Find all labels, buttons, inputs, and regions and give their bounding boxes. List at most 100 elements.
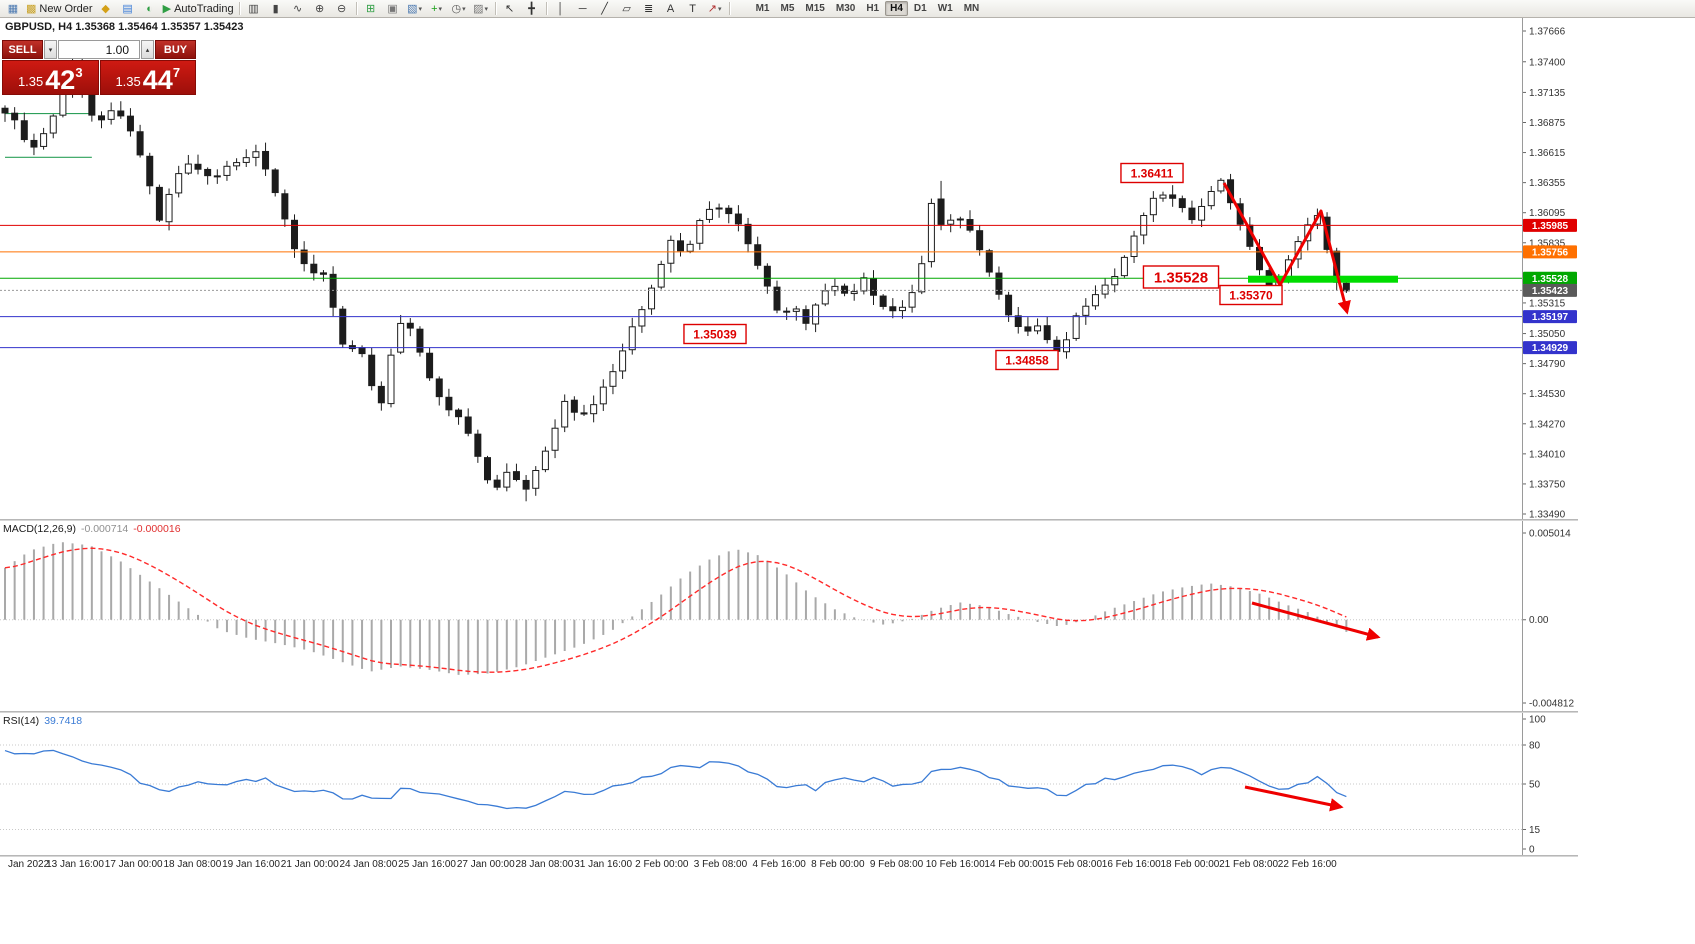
volume-decrease-button[interactable]: ▾	[44, 40, 57, 59]
timeframe-mn[interactable]: MN	[963, 3, 980, 14]
price-callout-box[interactable]	[683, 323, 747, 345]
candle	[493, 479, 501, 488]
cascade-windows-icon[interactable]: ▣	[382, 1, 404, 17]
toolbar-separator	[238, 2, 240, 15]
macd-main-value: -0.000714	[80, 523, 129, 535]
timeframe-w1[interactable]: W1	[937, 3, 953, 14]
chevron-down-icon: ▾	[418, 5, 423, 13]
navigator-icon[interactable]: ◐	[139, 1, 161, 17]
buy-price-button[interactable]: 1.35 44 7	[99, 60, 196, 95]
horizontal-line-icon[interactable]: ─	[572, 1, 594, 17]
zoom-in-icon[interactable]: ⊕	[309, 1, 331, 17]
chevron-down-icon: ▾	[48, 46, 53, 54]
mql5-market-icon[interactable]: ◆	[95, 1, 117, 17]
candle	[1091, 294, 1099, 307]
candle	[763, 265, 771, 287]
candle	[1111, 276, 1119, 286]
candle	[532, 470, 540, 489]
price-callout-box[interactable]	[1142, 265, 1220, 289]
indicators-icon[interactable]: + ▾	[426, 1, 448, 17]
price-chart[interactable]: 1.36411 1.35528 1.35370 1.35039 1.34858 1.376…	[0, 18, 1578, 519]
bar-chart-type-icon[interactable]: ▥	[243, 1, 265, 17]
timeframe-h4[interactable]: H4	[885, 1, 908, 16]
candle	[995, 272, 1003, 295]
vertical-line-icon[interactable]: │	[550, 1, 572, 17]
price-axis[interactable]: 1.37666 1.37400 1.37135 1.36875 1.36615 1.363…	[1522, 27, 1577, 520]
volume-input[interactable]: 1.00	[58, 40, 140, 59]
rsi-forecast-arrow[interactable]	[1244, 785, 1344, 812]
rsi-indicator-label: RSI(14) 39.7418	[3, 715, 82, 727]
candle	[126, 115, 134, 132]
data-window-icon[interactable]: ▤	[117, 1, 139, 17]
rsi-tick-label: 50	[1529, 780, 1541, 791]
macd-axis[interactable]: 0.005014 0.00 -0.004812	[1522, 529, 1574, 710]
candle	[1014, 315, 1022, 328]
line-chart-type-icon[interactable]: ∿	[287, 1, 309, 17]
rsi-panel[interactable]: 100 80 50 15 0	[0, 713, 1578, 855]
candle	[1149, 197, 1157, 216]
trendline-icon[interactable]: ╱	[594, 1, 616, 17]
price-tick-label: 1.34790	[1529, 359, 1566, 370]
panel-divider[interactable]	[0, 711, 1578, 713]
candle	[1101, 284, 1109, 295]
zoom-out-icon[interactable]: ⊖	[331, 1, 353, 17]
macd-tick-label: -0.004812	[1529, 699, 1574, 710]
cursor-icon[interactable]: ↖	[499, 1, 521, 17]
price-callout-box[interactable]	[1219, 284, 1283, 306]
indicators-icon: +	[431, 2, 438, 15]
macd-signal-value: -0.000016	[133, 523, 181, 535]
timeframe-m1[interactable]: M1	[755, 3, 770, 14]
sell-button[interactable]: SELL	[2, 40, 43, 59]
timeframe-m15[interactable]: M15	[805, 3, 825, 14]
fibonacci-icon[interactable]: ≣	[638, 1, 660, 17]
panel-divider[interactable]	[0, 855, 1578, 857]
price-callout-text: 1.35370	[1229, 288, 1273, 302]
price-line-axis-label-text: 1.35423	[1532, 286, 1569, 297]
periods-icon[interactable]: ◷ ▾	[448, 1, 470, 17]
autotrading-button[interactable]: ▶ AutoTrading	[161, 1, 236, 17]
crosshair-icon[interactable]: ╋	[521, 1, 543, 17]
price-tick-label: 1.34530	[1529, 389, 1566, 400]
support-zone-highlight[interactable]	[1248, 275, 1398, 283]
tile-windows-icon[interactable]: ⊞	[360, 1, 382, 17]
text-icon[interactable]: T	[682, 1, 704, 17]
candle	[377, 385, 385, 404]
candle	[175, 173, 183, 194]
candle	[1217, 179, 1225, 192]
timeframe-m5[interactable]: M5	[780, 3, 795, 14]
text-label-icon[interactable]: A	[660, 1, 682, 17]
templates-icon[interactable]: ▨ ▾	[470, 1, 492, 17]
new-order-button[interactable]: ▩ New Order	[24, 1, 95, 17]
price-callout-box[interactable]	[1120, 162, 1184, 184]
candle	[1053, 339, 1061, 352]
price-line-axis-label	[1523, 218, 1577, 232]
candle	[146, 155, 154, 187]
time-axis[interactable]: Jan 2022 13 Jan 16:00 17 Jan 00:00 18 Jan 0…	[0, 857, 1578, 875]
sell-price-button[interactable]: 1.35 42 3	[2, 60, 99, 95]
candle	[956, 218, 964, 221]
timeframe-h1[interactable]: H1	[866, 3, 880, 14]
timeframe-m30[interactable]: M30	[835, 3, 856, 14]
time-axis-label: 22 Feb 16:00	[1277, 859, 1337, 870]
arrows-tool-icon[interactable]: ↗ ▾	[704, 1, 726, 17]
candlestick-chart-type-icon[interactable]: ▮	[265, 1, 287, 17]
chart-window-icon[interactable]: ▦	[2, 1, 24, 17]
price-tick-label: 1.36875	[1529, 118, 1566, 129]
volume-increase-button[interactable]: ▴	[141, 40, 154, 59]
macd-panel[interactable]: 0.005014 0.00 -0.004812	[0, 521, 1578, 711]
timeframe-d1[interactable]: D1	[913, 3, 927, 14]
panel-divider[interactable]	[0, 519, 1578, 521]
trend-forecast-arrow[interactable]	[1222, 182, 1351, 315]
candle	[792, 308, 800, 312]
price-callout-box[interactable]	[995, 349, 1059, 371]
candle	[657, 263, 665, 288]
new-chart-icon[interactable]: ▧ ▾	[404, 1, 426, 17]
macd-forecast-arrow[interactable]	[1251, 601, 1381, 641]
rsi-axis[interactable]: 100 80 50 15 0	[1522, 715, 1546, 856]
buy-button[interactable]: BUY	[155, 40, 196, 59]
channel-icon[interactable]: ▱	[616, 1, 638, 17]
candle	[628, 326, 636, 351]
candle	[580, 412, 588, 415]
candle	[300, 249, 308, 265]
price-tick-label: 1.35050	[1529, 329, 1566, 340]
